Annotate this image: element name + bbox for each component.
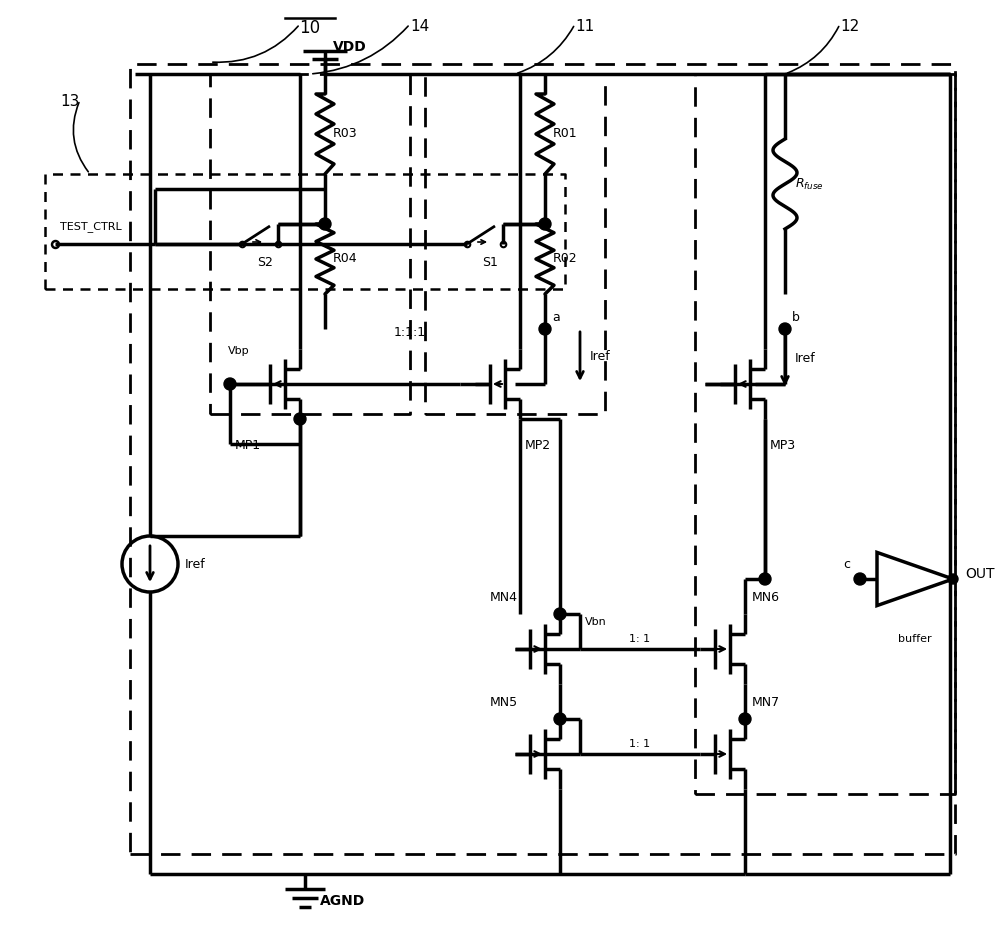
Text: Iref: Iref (590, 350, 611, 363)
Circle shape (854, 573, 866, 585)
Text: $R_{fuse}$: $R_{fuse}$ (795, 177, 824, 192)
Text: Vbn: Vbn (585, 617, 607, 627)
Circle shape (554, 608, 566, 620)
Text: MP2: MP2 (525, 439, 551, 452)
Text: b: b (792, 311, 800, 324)
Text: MN6: MN6 (752, 591, 780, 604)
Text: Iref: Iref (795, 352, 816, 365)
Circle shape (539, 323, 551, 335)
Text: VDD: VDD (333, 40, 367, 54)
Text: MN7: MN7 (752, 696, 780, 709)
Circle shape (319, 218, 331, 230)
Circle shape (779, 323, 791, 335)
Text: 12: 12 (840, 19, 860, 34)
Text: R03: R03 (333, 127, 358, 141)
Text: 1: 1: 1: 1 (629, 634, 651, 644)
Text: buffer: buffer (898, 634, 932, 644)
Text: R04: R04 (333, 252, 358, 265)
Text: S2: S2 (257, 256, 273, 269)
Text: S1: S1 (482, 256, 498, 269)
Text: AGND: AGND (320, 894, 365, 908)
Text: 13: 13 (60, 94, 80, 109)
Text: Vbp: Vbp (228, 346, 250, 356)
Circle shape (554, 713, 566, 725)
Text: 14: 14 (410, 19, 430, 34)
Circle shape (739, 713, 751, 725)
Text: 1: 1: 1: 1 (629, 739, 651, 749)
Circle shape (948, 574, 958, 584)
Circle shape (294, 413, 306, 425)
Text: MP3: MP3 (770, 439, 796, 452)
Circle shape (224, 378, 236, 390)
Text: TEST_CTRL: TEST_CTRL (60, 221, 122, 232)
Text: 10: 10 (299, 19, 321, 37)
Circle shape (539, 218, 551, 230)
Text: MP1: MP1 (235, 439, 261, 452)
Text: c: c (843, 558, 850, 571)
Text: R02: R02 (553, 252, 578, 265)
Text: a: a (552, 311, 560, 324)
Text: MN5: MN5 (490, 696, 518, 709)
Text: R01: R01 (553, 127, 578, 141)
Text: 1:1:1: 1:1:1 (394, 326, 426, 339)
Text: OUT: OUT (965, 567, 994, 581)
Text: Iref: Iref (185, 558, 206, 570)
Text: 11: 11 (575, 19, 595, 34)
Text: MN4: MN4 (490, 591, 518, 604)
Circle shape (759, 573, 771, 585)
